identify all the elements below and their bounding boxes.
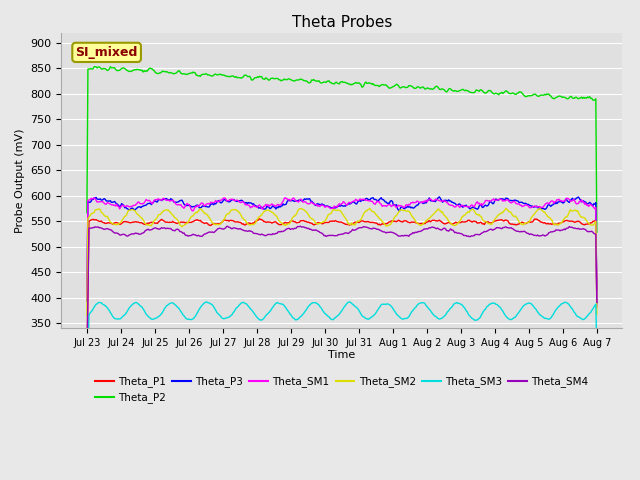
Theta_P1 xyxy=(388,218,396,224)
Theta_SM1 xyxy=(582,200,589,206)
Theta_P3 xyxy=(582,199,589,205)
Theta_SM2 xyxy=(387,222,394,228)
Theta_P3 xyxy=(359,197,367,203)
Line: Theta_P3: Theta_P3 xyxy=(87,197,597,303)
Theta_SM1 xyxy=(593,304,601,310)
Theta_SM1 xyxy=(83,297,91,302)
Theta_P2 xyxy=(83,210,91,216)
Theta_SM2 xyxy=(501,207,509,213)
Theta_P1 xyxy=(360,219,367,225)
Theta_P3 xyxy=(436,194,444,200)
Theta_SM3 xyxy=(593,348,601,354)
Theta_P3 xyxy=(328,205,336,211)
Theta_P1 xyxy=(502,217,509,223)
Legend: Theta_P1, Theta_P2, Theta_P3, Theta_SM1, Theta_SM2, Theta_SM3, Theta_SM4: Theta_P1, Theta_P2, Theta_P3, Theta_SM1,… xyxy=(92,372,593,408)
Line: Theta_P2: Theta_P2 xyxy=(87,67,597,232)
Theta_SM1 xyxy=(388,204,396,209)
Theta_P2 xyxy=(502,88,509,94)
Theta_SM3 xyxy=(203,299,211,305)
Theta_SM4 xyxy=(582,227,589,232)
Theta_P1 xyxy=(256,216,264,222)
Theta_P2 xyxy=(360,82,367,88)
Theta_SM4 xyxy=(502,224,509,230)
Theta_SM1 xyxy=(502,197,509,203)
Theta_SM4 xyxy=(83,361,91,367)
Theta_P1 xyxy=(83,359,91,364)
Theta_P3 xyxy=(83,298,91,304)
Theta_P2 xyxy=(388,84,396,90)
Theta_SM4 xyxy=(593,300,601,305)
Theta_SM3 xyxy=(326,316,334,322)
Theta_SM3 xyxy=(83,409,91,415)
Y-axis label: Probe Output (mV): Probe Output (mV) xyxy=(15,128,25,233)
Theta_SM4 xyxy=(360,224,367,229)
Theta_SM2 xyxy=(328,208,336,214)
X-axis label: Time: Time xyxy=(328,349,355,360)
Line: Theta_SM3: Theta_SM3 xyxy=(87,302,597,412)
Line: Theta_SM1: Theta_SM1 xyxy=(87,198,597,307)
Theta_SM2 xyxy=(359,213,367,218)
Theta_P2 xyxy=(326,80,334,85)
Theta_SM3 xyxy=(360,314,367,320)
Theta_SM4 xyxy=(388,229,396,235)
Line: Theta_P1: Theta_P1 xyxy=(87,219,597,361)
Line: Theta_SM4: Theta_SM4 xyxy=(87,226,597,364)
Theta_SM1 xyxy=(282,195,289,201)
Line: Theta_SM2: Theta_SM2 xyxy=(87,208,597,315)
Theta_SM3 xyxy=(330,317,337,323)
Theta_P2 xyxy=(107,64,115,70)
Theta_P1 xyxy=(330,218,337,224)
Theta_SM1 xyxy=(360,196,367,202)
Theta_SM4 xyxy=(297,223,305,229)
Theta_P2 xyxy=(593,229,601,235)
Theta_SM3 xyxy=(388,303,396,309)
Theta_SM3 xyxy=(582,315,589,321)
Theta_P3 xyxy=(502,195,509,201)
Theta_SM1 xyxy=(330,205,337,211)
Theta_P1 xyxy=(593,288,601,293)
Theta_SM3 xyxy=(502,313,509,319)
Text: SI_mixed: SI_mixed xyxy=(76,46,138,59)
Title: Theta Probes: Theta Probes xyxy=(292,15,392,30)
Theta_P3 xyxy=(387,198,394,204)
Theta_P3 xyxy=(325,204,333,210)
Theta_SM2 xyxy=(593,312,601,317)
Theta_P1 xyxy=(582,221,589,227)
Theta_SM4 xyxy=(326,232,334,238)
Theta_P2 xyxy=(582,95,589,100)
Theta_SM1 xyxy=(326,205,334,211)
Theta_SM2 xyxy=(325,211,333,217)
Theta_SM2 xyxy=(83,312,91,318)
Theta_P1 xyxy=(326,218,334,224)
Theta_SM2 xyxy=(582,216,589,222)
Theta_P3 xyxy=(593,300,601,306)
Theta_P2 xyxy=(330,81,337,86)
Theta_SM4 xyxy=(330,232,337,238)
Theta_SM2 xyxy=(502,205,509,211)
